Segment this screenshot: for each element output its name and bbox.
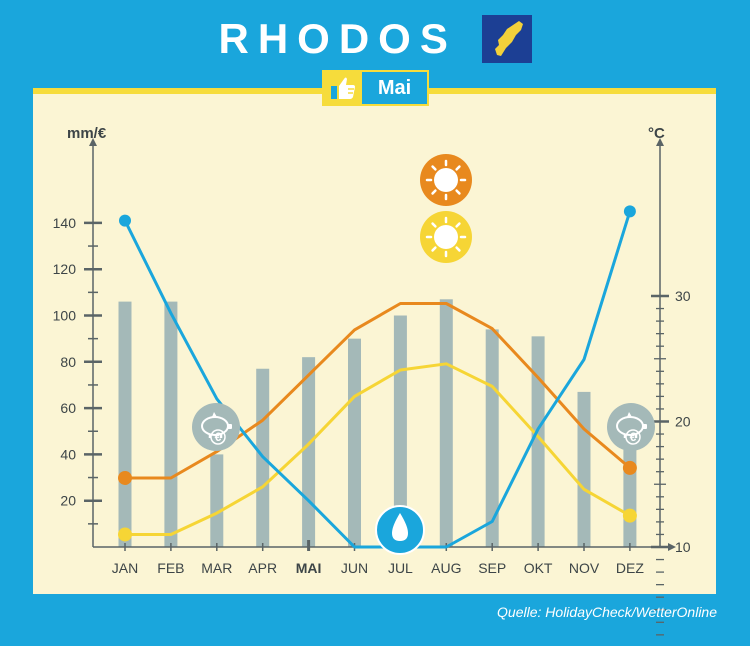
sun-ray: [431, 222, 437, 228]
piggy-bank-icon: €: [607, 403, 655, 451]
sun-ray: [431, 165, 437, 171]
sun-ray: [455, 165, 461, 171]
piggy-ear: [212, 412, 217, 417]
euro-coin: [210, 429, 226, 445]
thumbs-up-box: [324, 72, 362, 104]
title: RHODOS: [0, 12, 750, 63]
x-label-sep: SEP: [478, 560, 506, 576]
sun-core: [434, 168, 458, 192]
month-label: Mai: [377, 76, 412, 99]
bar-dez: [623, 440, 637, 547]
x-label-apr: APR: [248, 560, 277, 576]
sun-ray: [431, 189, 437, 195]
x-label-jan: JAN: [112, 560, 138, 576]
sun-ray: [455, 222, 461, 228]
min-temp-line: [125, 362, 631, 536]
sun-core: [434, 225, 458, 249]
chart-panel: [33, 88, 716, 594]
euro-coin: [625, 429, 641, 445]
left-tick-label: 60: [60, 400, 76, 416]
bar-aug: [439, 299, 453, 547]
bar-mai: [302, 357, 316, 547]
price-line: [123, 210, 632, 549]
min-temp-point-jan: [118, 527, 132, 542]
sun-icon: [420, 154, 472, 206]
right-tick-label: 20: [675, 414, 691, 430]
left-axis-arrow: [89, 138, 97, 146]
bar-mar: [210, 454, 224, 547]
left-tick-label: 80: [60, 354, 76, 370]
sun-icon: [420, 211, 472, 263]
flag-icon: [481, 14, 532, 63]
max-temp-line: [125, 302, 631, 480]
min-temp-point-dez: [622, 508, 637, 523]
sun-ray: [455, 246, 461, 252]
source-credit: Quelle: HolidayCheck/WetterOnline: [497, 604, 717, 620]
thumbs-up-icon: [331, 77, 355, 99]
piggy-snout: [642, 424, 647, 429]
x-label-jul: JUL: [388, 560, 413, 576]
piggy-circle: [607, 403, 655, 451]
right-axis-arrow: [656, 138, 664, 146]
sun-ray: [431, 246, 437, 252]
x-axis-arrow: [668, 543, 676, 551]
price-point-jan: [119, 214, 131, 227]
euro-icon: €: [630, 430, 637, 444]
piggy-legs: [208, 434, 223, 438]
max-temp-point-jan: [118, 470, 132, 485]
x-label-mar: MAR: [201, 560, 232, 576]
left-tick-label: 100: [53, 308, 77, 324]
x-label-mai: MAI: [296, 560, 322, 576]
piggy-circle: [192, 403, 240, 451]
bar-okt: [531, 336, 545, 547]
max-temp-point-dez: [622, 460, 637, 475]
x-label-dez: DEZ: [616, 560, 644, 576]
bar-jan: [118, 301, 132, 547]
right-tick-label: 30: [675, 288, 691, 304]
x-label-nov: NOV: [569, 560, 600, 576]
bar-nov: [577, 391, 591, 547]
piggy-bank-icon: €: [192, 403, 240, 451]
x-label-jun: JUN: [341, 560, 368, 576]
left-tick-label: 140: [53, 215, 77, 231]
x-label-feb: FEB: [157, 560, 184, 576]
euro-icon: €: [215, 430, 222, 444]
left-axis-label: mm/€: [67, 125, 107, 142]
rain-drop: [392, 513, 408, 541]
piggy-legs: [623, 434, 638, 438]
left-tick-label: 120: [53, 261, 77, 277]
page-title: RHODOS: [218, 14, 457, 62]
piggy-ear: [627, 412, 632, 417]
left-tick-label: 40: [60, 446, 76, 462]
right-tick-label: 10: [675, 539, 691, 555]
rain-drop-icon: [375, 505, 425, 555]
left-tick-label: 20: [60, 493, 76, 509]
sun-ray: [455, 189, 461, 195]
bar-jun: [348, 338, 361, 547]
right-axis-label: °C: [648, 125, 665, 142]
price-point-dez: [623, 205, 636, 218]
x-label-aug: AUG: [431, 560, 461, 576]
month-badge: Mai: [322, 70, 429, 106]
x-label-okt: OKT: [524, 560, 553, 576]
piggy-snout: [227, 424, 232, 429]
bar-feb: [164, 301, 178, 547]
